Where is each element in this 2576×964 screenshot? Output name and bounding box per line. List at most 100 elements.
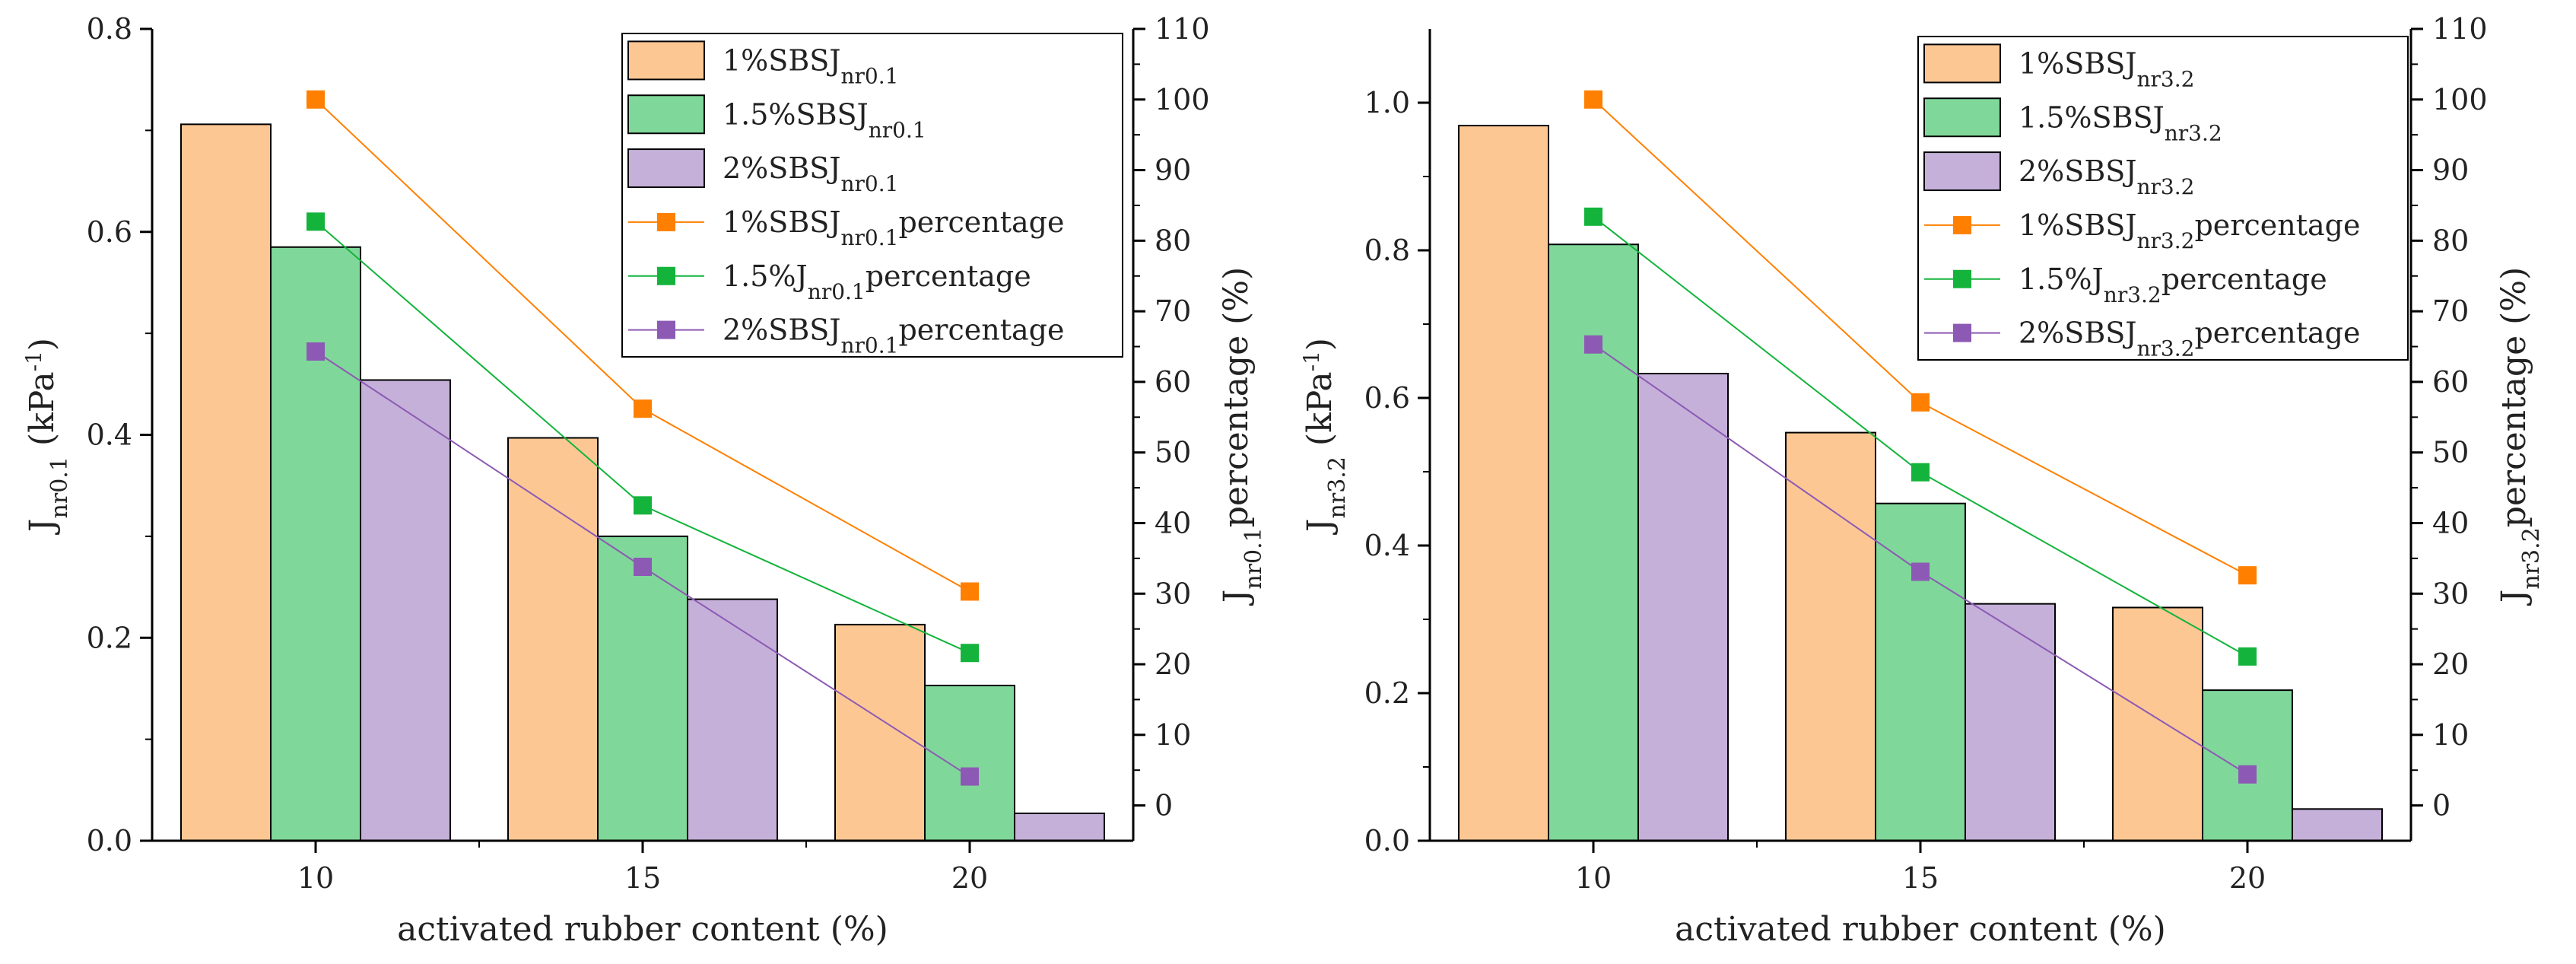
legend-label-main: 1.5%SBSJ	[2019, 100, 2165, 134]
legend-label-main: 1%SBSJ	[2019, 46, 2137, 80]
y2-tick-label: 60	[2432, 365, 2469, 399]
y-tick-label: 0.6	[87, 215, 132, 249]
legend-label-main: 1%SBSJ	[723, 205, 841, 239]
x-tick-label: 15	[624, 861, 661, 895]
y2-tick-label: 40	[2432, 506, 2469, 539]
marker-2%SBSJnr0.1percentage-15	[634, 558, 652, 577]
x-tick-label: 10	[297, 861, 334, 895]
y-title-close: )	[23, 338, 62, 351]
bar-2%SBSJnr0.1-20	[1014, 812, 1105, 842]
y-title-main: J	[1301, 518, 1339, 535]
bar-1.5%SBSJnr0.1-15	[597, 535, 688, 842]
x-tick-label: 15	[1902, 861, 1939, 895]
legend-box	[621, 33, 1123, 358]
legend-label-sub: nr0.1	[841, 171, 899, 196]
legend-box	[1917, 36, 2409, 361]
legend-label-1%SBSJnr3.2: 1%SBSJnr3.2	[2019, 46, 2194, 91]
marker-1.5%Jnr3.2percentage-15	[1911, 463, 1930, 482]
legend-label-sub: nr0.1	[841, 224, 899, 250]
y2-tick-label: 100	[1155, 83, 1210, 116]
y-tick-label: 0.8	[87, 12, 132, 46]
y2-tick-label: 0	[2432, 789, 2451, 822]
y2-tick-label: 10	[1155, 718, 1191, 752]
legend-label-1%SBSJnr3.2percentage: 1%SBSJnr3.2percentage	[2019, 208, 2360, 253]
y2-tick-label: 0	[1155, 789, 1173, 822]
y-tick-label: 1.0	[1364, 86, 1410, 119]
y2-axis-title: Jnr0.1percentage (%)	[1217, 267, 1267, 606]
legend-label-1.5%SBSJnr3.2: 1.5%SBSJnr3.2	[2019, 100, 2222, 145]
x-axis-title: activated rubber content (%)	[397, 910, 888, 949]
bar-1.5%SBSJnr3.2-15	[1875, 502, 1966, 842]
legend-label-2%SBSJnr0.1: 2%SBSJnr0.1	[723, 151, 898, 196]
y-title-close: )	[1301, 338, 1339, 351]
y2-title-rest: percentage (%)	[2495, 267, 2533, 528]
marker-2%SBSJnr3.2percentage-20	[2238, 765, 2257, 784]
x-tick-label: 10	[1575, 861, 1612, 895]
bar-2%SBSJnr0.1-15	[687, 598, 778, 842]
legend-marker-2%SBSJnr3.2percentage	[1953, 323, 1971, 342]
y2-tick-label: 60	[1155, 365, 1191, 399]
x-axis-title: activated rubber content (%)	[1675, 910, 2166, 949]
bar-1%SBSJnr0.1-20	[834, 623, 926, 842]
y2-tick-label: 50	[2432, 436, 2469, 469]
bar-2%SBSJnr0.1-10	[360, 379, 451, 842]
legend-label-rest: percentage	[2161, 262, 2327, 296]
legend-label-main: 1%SBSJ	[723, 43, 841, 77]
y-tick-label: 0.4	[87, 418, 132, 452]
legend-label-main: 1.5%J	[723, 259, 808, 293]
bar-2%SBSJnr3.2-10	[1637, 372, 1729, 842]
marker-1.5%Jnr0.1percentage-10	[307, 212, 325, 231]
y-title-sup: -1	[1299, 351, 1324, 371]
legend-label-sub: nr3.2	[2137, 336, 2195, 361]
legend-swatch-1%SBSJnr3.2	[1923, 43, 2001, 84]
y-tick-label: 0.2	[87, 621, 132, 654]
y-tick-label: 0.8	[1364, 234, 1410, 267]
marker-1%SBSJnr0.1percentage-20	[961, 582, 979, 601]
bar-1.5%SBSJnr0.1-20	[924, 684, 1015, 842]
bar-1%SBSJnr3.2-10	[1458, 125, 1549, 842]
legend-swatch-2%SBSJnr0.1	[627, 148, 705, 189]
legend-label-rest: percentage	[2194, 317, 2360, 350]
y2-title-sub: nr0.1	[1240, 527, 1267, 589]
y2-title-rest: percentage (%)	[1217, 267, 1256, 528]
legend: 1%SBSJnr3.21.5%SBSJnr3.22%SBSJnr3.21%SBS…	[1917, 36, 2409, 361]
legend-swatch-2%SBSJnr3.2	[1923, 151, 2001, 192]
bar-1%SBSJnr0.1-10	[180, 123, 272, 842]
legend-swatch-1%SBSJnr0.1	[627, 40, 705, 81]
marker-1.5%Jnr0.1percentage-15	[634, 496, 652, 515]
marker-2%SBSJnr0.1percentage-20	[961, 767, 979, 786]
y2-tick-label: 20	[2432, 647, 2469, 681]
legend: 1%SBSJnr0.11.5%SBSJnr0.12%SBSJnr0.11%SBS…	[621, 33, 1123, 358]
y2-tick-label: 20	[1155, 647, 1191, 681]
y2-title-sub: nr3.2	[2518, 527, 2545, 589]
bar-1.5%SBSJnr3.2-10	[1548, 243, 1639, 842]
legend-swatch-1.5%SBSJnr3.2	[1923, 97, 2001, 138]
y-tick-label: 0.0	[1364, 824, 1410, 857]
legend-label-main: 1.5%SBSJ	[723, 97, 869, 131]
chart-panel-2: 0.0 0.2 0.4 0.6 0.8 1.0 0 10 20 30 40 50 60 70 80 90 100…	[1299, 12, 2545, 949]
marker-1%SBSJnr0.1percentage-15	[634, 399, 652, 418]
legend-label-2%SBSJnr3.2: 2%SBSJnr3.2	[2019, 154, 2194, 199]
y-title-sub: nr3.2	[1324, 457, 1351, 518]
legend-label-sub: nr3.2	[2137, 227, 2195, 253]
marker-1.5%Jnr3.2percentage-10	[1584, 207, 1602, 226]
legend-swatch-1.5%SBSJnr0.1	[627, 94, 705, 135]
y2-tick-label: 110	[1155, 12, 1210, 46]
legend-label-main: 2%SBSJ	[723, 151, 841, 185]
legend-label-rest: percentage	[866, 259, 1031, 293]
y-axis-title: Jnr0.1 (kPa-1)	[21, 338, 73, 535]
y-axis-title: Jnr3.2 (kPa-1)	[1299, 338, 1351, 535]
y2-tick-label: 10	[2432, 718, 2469, 752]
x-tick-label: 20	[2229, 861, 2266, 895]
legend-label-sub: nr3.2	[2165, 120, 2222, 145]
y2-tick-label: 100	[2432, 83, 2488, 116]
marker-1%SBSJnr3.2percentage-10	[1584, 90, 1602, 109]
y-tick-label: 0.6	[1364, 381, 1410, 415]
legend-label-main: 2%SBSJ	[2019, 154, 2137, 188]
legend-label-sub: nr0.1	[808, 278, 866, 304]
y2-tick-label: 30	[1155, 577, 1191, 610]
legend-marker-1.5%Jnr0.1percentage	[657, 266, 675, 285]
legend-label-main: 2%SBSJ	[2019, 317, 2137, 350]
legend-marker-1%SBSJnr0.1percentage	[657, 212, 675, 231]
